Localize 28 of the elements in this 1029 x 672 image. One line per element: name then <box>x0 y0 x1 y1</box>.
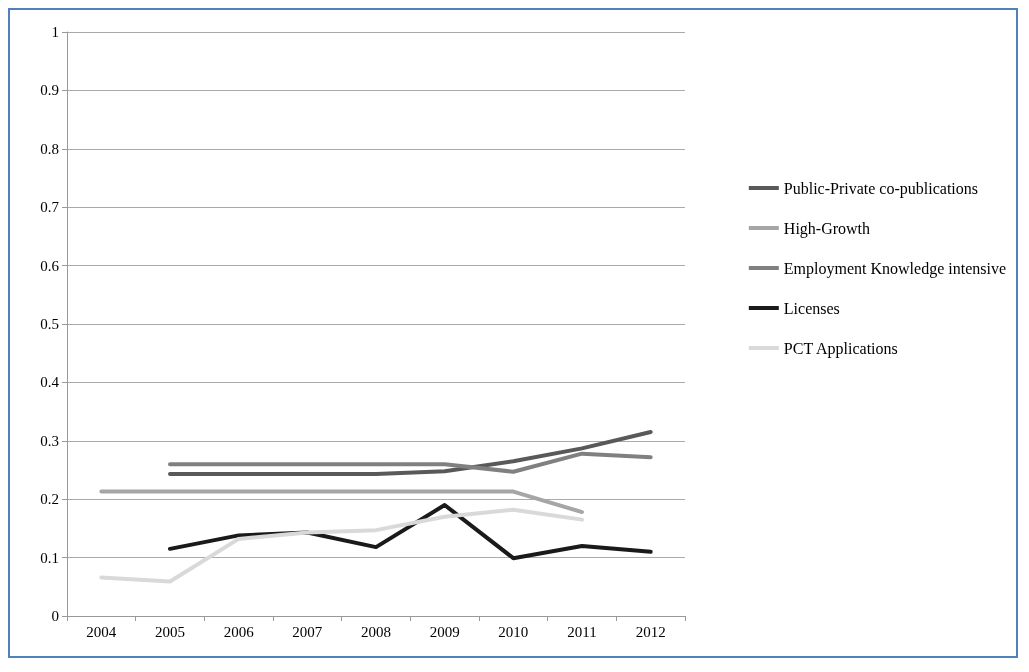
legend-label: Licenses <box>783 299 840 317</box>
legend-label: PCT Applications <box>783 339 898 358</box>
y-tick-label: 0.8 <box>40 140 59 157</box>
legend-label: Employment Knowledge intensive <box>783 259 1007 278</box>
legend-label: High-Growth <box>783 219 871 238</box>
x-tick-label: 2004 <box>86 623 117 640</box>
y-tick-label: 0 <box>51 608 59 624</box>
x-tick-label: 2009 <box>429 623 460 640</box>
x-tick-label: 2012 <box>635 623 666 640</box>
x-tick-label: 2006 <box>223 623 255 640</box>
y-tick-label: 0.6 <box>40 257 60 274</box>
line-series <box>168 451 653 474</box>
y-tick-label: 0.4 <box>40 374 60 391</box>
line-series <box>99 507 584 584</box>
x-tick-label: 2011 <box>567 623 597 640</box>
x-tick-label: 2005 <box>155 623 185 640</box>
y-tick-label: 0.2 <box>40 491 59 508</box>
x-tick-label: 2008 <box>361 623 391 640</box>
y-tick-label: 0.7 <box>40 199 60 216</box>
x-tick-label: 2010 <box>498 623 529 640</box>
y-tick-label: 0.5 <box>40 316 59 332</box>
x-tick-label: 2007 <box>292 623 323 640</box>
y-tick-label: 0.1 <box>40 549 59 566</box>
y-tick-label: 0.9 <box>40 82 59 99</box>
y-tick-label: 1 <box>51 24 59 40</box>
y-tick-label: 0.3 <box>40 432 59 449</box>
line-series <box>168 430 653 477</box>
legend-label: Public-Private co-publications <box>783 179 979 198</box>
